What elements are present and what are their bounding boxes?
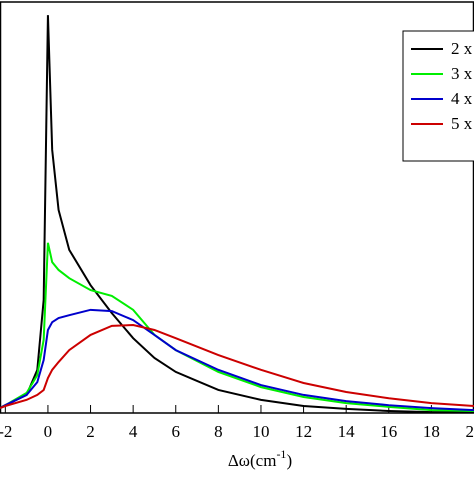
x-tick-label: 14 [338,422,356,441]
x-tick-label: 10 [252,422,269,441]
x-label-base: Δω(cm [228,451,277,470]
x-axis-label: Δω(cm-1) [228,447,292,470]
legend-label: 5 x [451,114,473,133]
legend-label: 2 x [451,39,473,58]
legend-label: 3 x [451,64,473,83]
x-tick-label: 20 [466,422,474,441]
x-tick-label: 18 [423,422,440,441]
series-line [0,325,474,408]
x-tick-label: 12 [295,422,312,441]
x-tick-label: 16 [380,422,397,441]
x-tick-label: 0 [44,422,53,441]
series-line [0,243,474,411]
x-tick-label: 6 [172,422,181,441]
x-tick-label: 4 [129,422,138,441]
x-label-sup: -1 [276,447,286,461]
x-label-end: ) [286,451,292,470]
x-tick-label: 2 [86,422,95,441]
x-tick-label: 8 [214,422,223,441]
x-tick-label: -2 [0,422,12,441]
legend-label: 4 x [451,89,473,108]
